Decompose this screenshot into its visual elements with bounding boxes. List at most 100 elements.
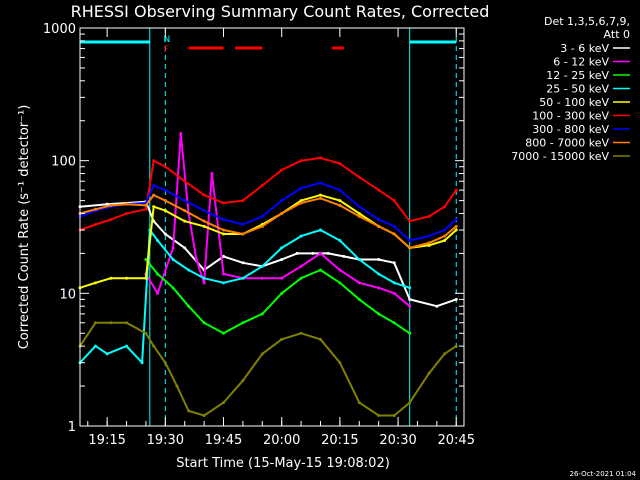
series-line — [79, 321, 457, 417]
data-point — [202, 219, 206, 223]
data-point — [163, 209, 167, 213]
data-point — [202, 321, 206, 325]
data-point — [392, 224, 396, 228]
x-tick-label: 20:30 — [379, 433, 416, 448]
data-point — [338, 268, 342, 272]
data-point — [454, 224, 458, 228]
data-point — [454, 188, 458, 192]
data-point — [144, 257, 148, 261]
legend-label: 7000 - 15000 keV — [511, 150, 609, 163]
legend-label: 300 - 800 keV — [532, 123, 609, 136]
data-point — [318, 251, 322, 255]
data-point — [241, 232, 245, 236]
data-point — [392, 261, 396, 265]
data-point — [260, 183, 264, 187]
data-point — [125, 202, 129, 206]
data-point — [443, 239, 447, 243]
data-point — [338, 281, 342, 285]
data-point — [202, 224, 206, 228]
data-point — [94, 207, 98, 211]
data-point — [408, 401, 412, 405]
data-point — [280, 276, 284, 280]
data-point — [454, 218, 458, 222]
data-point — [377, 188, 381, 192]
flare-flag-label: F — [163, 45, 168, 55]
data-point — [454, 297, 458, 301]
data-point — [295, 251, 299, 255]
data-point — [140, 361, 144, 365]
data-point — [194, 257, 198, 261]
data-point — [342, 254, 346, 258]
data-point — [152, 183, 156, 187]
data-point — [183, 199, 187, 203]
series-points — [78, 193, 458, 250]
x-tick-label: 19:30 — [147, 433, 184, 448]
data-point — [318, 181, 322, 185]
data-point — [318, 156, 322, 160]
legend-header-detectors: Det 1,3,5,6,7,9, — [544, 15, 630, 28]
data-point — [392, 232, 396, 236]
y-tick-label: 1 — [68, 420, 76, 435]
data-point — [427, 243, 431, 247]
data-point — [338, 162, 342, 166]
data-point — [427, 234, 431, 238]
axes: 1 10 100 1000 19:15 19:30 19:45 20:00 20:15 20:30… — [43, 22, 475, 448]
data-point — [408, 286, 412, 290]
data-point — [260, 352, 264, 356]
x-tick-label: 19:15 — [88, 433, 125, 448]
data-point — [144, 203, 148, 207]
data-point — [318, 337, 322, 341]
data-point — [357, 257, 361, 261]
series-line — [79, 229, 411, 364]
data-point — [357, 281, 361, 285]
data-point — [202, 413, 206, 417]
data-point — [443, 205, 447, 209]
data-point — [163, 165, 167, 169]
series-points — [78, 156, 458, 232]
data-point — [109, 218, 113, 222]
y-tick-label: 100 — [51, 155, 76, 170]
data-point — [156, 272, 160, 276]
data-point — [280, 168, 284, 172]
data-point — [222, 218, 226, 222]
data-point — [241, 199, 245, 203]
data-point — [338, 199, 342, 203]
data-point — [179, 132, 183, 136]
data-point — [109, 321, 113, 325]
x-tick-label: 19:45 — [205, 433, 242, 448]
data-point — [125, 344, 129, 348]
data-point — [183, 179, 187, 183]
data-point — [222, 272, 226, 276]
data-point — [152, 205, 156, 209]
data-point — [280, 246, 284, 250]
data-point — [187, 409, 191, 413]
data-point — [241, 321, 245, 325]
y-tick-label: 1000 — [43, 22, 76, 37]
data-point — [377, 257, 381, 261]
data-point — [105, 202, 109, 206]
data-point — [163, 361, 167, 365]
data-point — [377, 218, 381, 222]
night-flag-label: N — [163, 35, 170, 45]
data-point — [156, 291, 160, 295]
data-point — [94, 223, 98, 227]
data-point — [377, 312, 381, 316]
data-point — [318, 268, 322, 272]
data-point — [94, 281, 98, 285]
legend-label: 6 - 12 keV — [553, 56, 609, 69]
data-point — [125, 321, 129, 325]
series-points — [78, 228, 412, 365]
data-point — [152, 193, 156, 197]
data-point — [299, 264, 303, 268]
series-points — [78, 321, 458, 417]
data-point — [408, 239, 412, 243]
data-point — [183, 209, 187, 213]
data-point — [222, 228, 226, 232]
data-point — [299, 276, 303, 280]
data-point — [338, 203, 342, 207]
plot-area: NF — [78, 28, 458, 426]
data-point — [222, 281, 226, 285]
x-tick-label: 20:15 — [321, 433, 358, 448]
